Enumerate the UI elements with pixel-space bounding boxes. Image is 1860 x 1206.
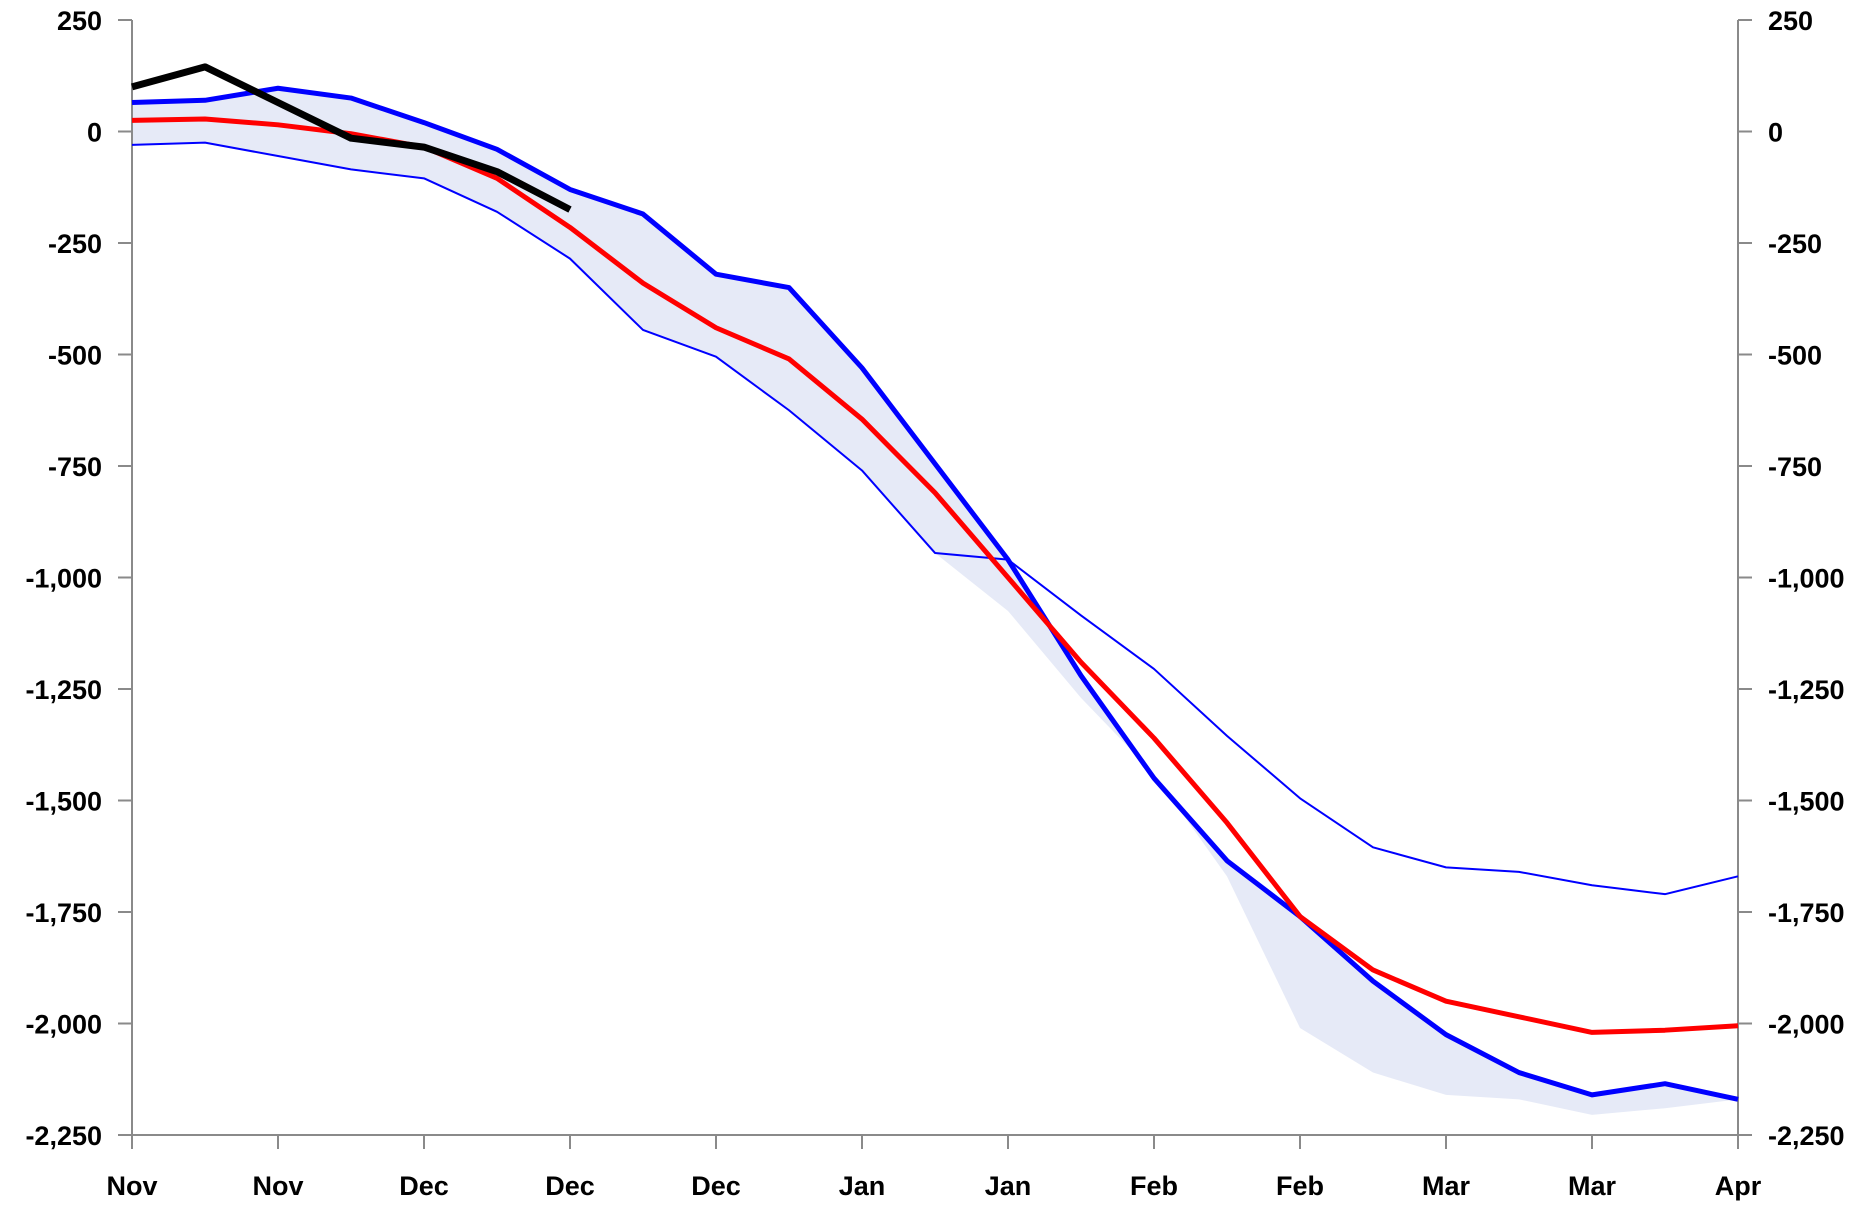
x-tick-label: Mar bbox=[1422, 1171, 1471, 1201]
ticks-layer: 250 250 0 0 -250 -250 -500 -500 -750 -750 -1,000 -1… bbox=[25, 6, 1844, 1201]
axes-layer bbox=[132, 20, 1738, 1135]
series-line-1 bbox=[132, 88, 1738, 1099]
right-y-tick-label: -2,000 bbox=[1768, 1010, 1845, 1040]
left-y-tick-label: 250 bbox=[57, 6, 102, 36]
right-y-tick-label: -1,000 bbox=[1768, 564, 1845, 594]
x-tick-label: Dec bbox=[691, 1171, 741, 1201]
x-tick-label: Feb bbox=[1276, 1171, 1324, 1201]
left-y-tick-label: -1,500 bbox=[25, 787, 102, 817]
right-y-tick-label: -750 bbox=[1768, 452, 1822, 482]
right-y-tick-label: -2,250 bbox=[1768, 1121, 1845, 1151]
x-tick-label: Dec bbox=[399, 1171, 449, 1201]
right-y-tick-label: -1,500 bbox=[1768, 787, 1845, 817]
left-y-tick-label: -250 bbox=[48, 229, 102, 259]
x-tick-label: Nov bbox=[252, 1171, 303, 1201]
series-layer bbox=[132, 67, 1738, 1100]
left-y-tick-label: 0 bbox=[87, 118, 102, 148]
left-y-tick-label: -750 bbox=[48, 452, 102, 482]
x-tick-label: Jan bbox=[839, 1171, 886, 1201]
right-y-tick-label: 250 bbox=[1768, 6, 1813, 36]
right-y-tick-label: -1,750 bbox=[1768, 898, 1845, 928]
range-band-area bbox=[132, 88, 1738, 1115]
x-tick-label: Nov bbox=[106, 1171, 157, 1201]
left-y-tick-label: -1,250 bbox=[25, 675, 102, 705]
x-tick-label: Mar bbox=[1568, 1171, 1617, 1201]
x-tick-label: Jan bbox=[985, 1171, 1032, 1201]
right-y-tick-label: -500 bbox=[1768, 341, 1822, 371]
right-y-tick-label: -1,250 bbox=[1768, 675, 1845, 705]
x-tick-label: Feb bbox=[1130, 1171, 1178, 1201]
left-y-tick-label: -2,000 bbox=[25, 1010, 102, 1040]
right-y-tick-label: 0 bbox=[1768, 118, 1783, 148]
left-y-tick-label: -2,250 bbox=[25, 1121, 102, 1151]
series-line-3 bbox=[132, 119, 1738, 1032]
x-tick-label: Apr bbox=[1715, 1171, 1762, 1201]
right-y-tick-label: -250 bbox=[1768, 229, 1822, 259]
x-tick-label: Dec bbox=[545, 1171, 595, 1201]
range-band-layer bbox=[132, 88, 1738, 1115]
left-y-tick-label: -500 bbox=[48, 341, 102, 371]
left-y-tick-label: -1,750 bbox=[25, 898, 102, 928]
left-y-tick-label: -1,000 bbox=[25, 564, 102, 594]
